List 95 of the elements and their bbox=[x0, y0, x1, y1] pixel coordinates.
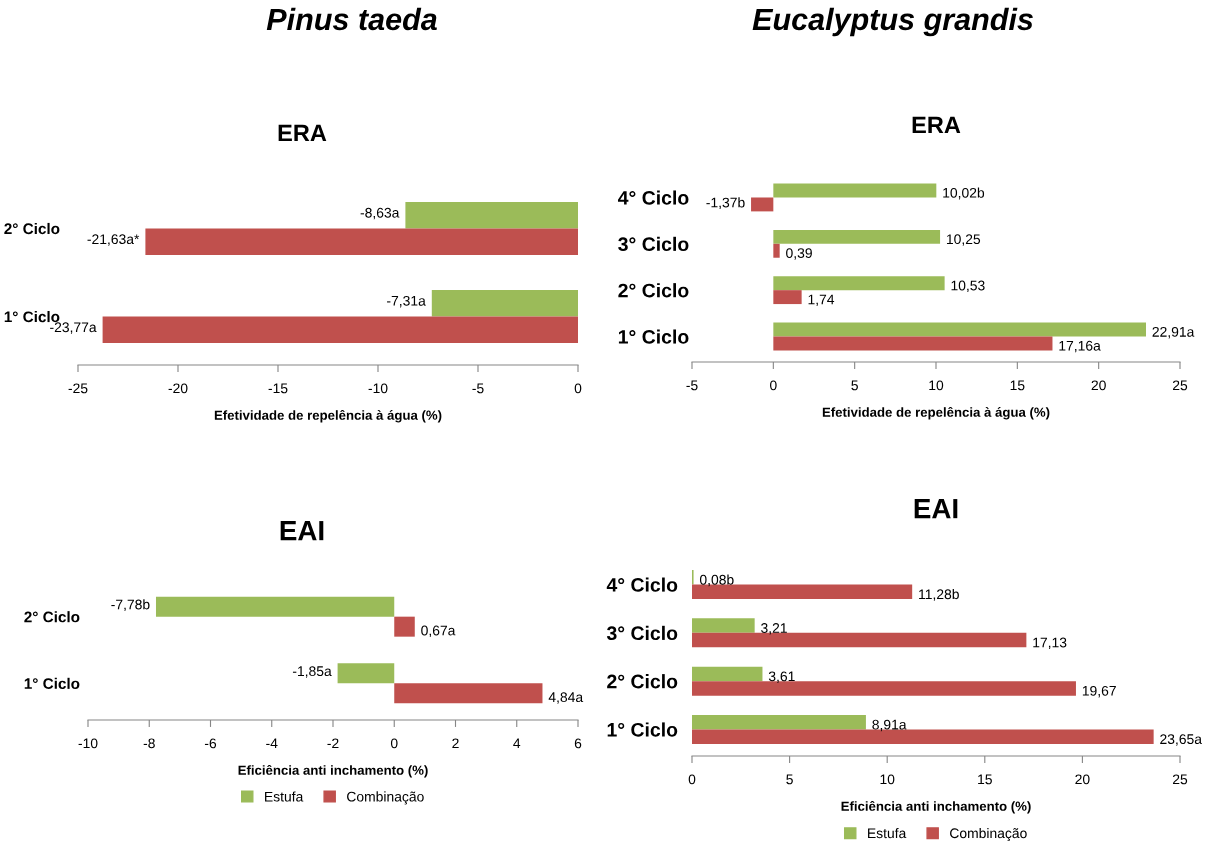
x-tick-label: 2 bbox=[452, 738, 459, 749]
bar bbox=[394, 683, 543, 704]
x-tick-label: 0 bbox=[770, 380, 777, 391]
x-tick-label: -20 bbox=[168, 383, 188, 394]
data-label: -1,37b bbox=[706, 197, 745, 210]
chart-title: EAI bbox=[914, 499, 958, 519]
x-tick-label: 25 bbox=[1172, 774, 1188, 785]
chart-title: EAI bbox=[280, 521, 324, 541]
x-tick-label: -25 bbox=[68, 383, 88, 394]
data-label: 19,67 bbox=[1082, 685, 1116, 698]
x-tick-label: 5 bbox=[851, 380, 858, 391]
legend-label: Combinação bbox=[950, 827, 1027, 841]
x-tick-label: -4 bbox=[266, 738, 278, 749]
x-tick-label: 5 bbox=[786, 774, 793, 785]
data-label: -7,78b bbox=[111, 599, 150, 612]
data-label: 4,84a bbox=[548, 692, 584, 704]
x-tick-label: 25 bbox=[1172, 380, 1188, 391]
y-tick-label: 2° Ciclo bbox=[618, 283, 689, 298]
y-tick-label: 1° Ciclo bbox=[607, 722, 678, 737]
data-label: 3,21 bbox=[761, 623, 787, 635]
data-label: 3,61 bbox=[768, 671, 795, 683]
x-tick-label: 0 bbox=[574, 383, 582, 394]
bar bbox=[692, 666, 763, 682]
x-axis-title: Efetividade de repelência à água (%) bbox=[214, 409, 442, 423]
y-tick-label: 1° Ciclo bbox=[4, 311, 60, 323]
x-tick-label: -2 bbox=[327, 738, 339, 749]
data-label: 10,53 bbox=[951, 280, 985, 293]
data-label: 17,13 bbox=[1033, 637, 1067, 650]
data-label: 11,28b bbox=[919, 588, 959, 601]
x-axis-title: Efetividade de repelência à água (%) bbox=[822, 406, 1050, 420]
legend-label: Combinação bbox=[347, 791, 424, 805]
y-tick-label: 2° Ciclo bbox=[24, 611, 80, 623]
bar bbox=[337, 663, 395, 684]
y-tick-label: 2° Ciclo bbox=[4, 222, 60, 235]
x-tick-label: -5 bbox=[472, 383, 484, 394]
x-tick-label: 4 bbox=[513, 738, 521, 749]
x-tick-label: 6 bbox=[574, 738, 582, 749]
y-tick-label: 4° Ciclo bbox=[606, 577, 678, 592]
legend-label: Estufa bbox=[868, 827, 907, 839]
x-tick-label: -5 bbox=[686, 380, 698, 391]
bar bbox=[773, 322, 1146, 337]
x-axis-title: Eficiência anti inchamento (%) bbox=[238, 764, 428, 778]
data-label: 8,91a bbox=[872, 719, 907, 732]
x-tick-label: -15 bbox=[268, 383, 288, 394]
data-label: 22,91a bbox=[1152, 326, 1195, 339]
chart-title: ERA bbox=[912, 116, 961, 134]
data-label: 0,67a bbox=[421, 625, 456, 638]
chart-subtitle: Pinus taeda bbox=[266, 7, 437, 31]
data-label: -23,77a bbox=[50, 322, 97, 334]
data-label: 0,08b bbox=[699, 574, 734, 587]
data-label: 10,02b bbox=[943, 187, 985, 200]
y-tick-label: 4° Ciclo bbox=[617, 190, 689, 205]
x-tick-label: 15 bbox=[978, 774, 992, 785]
legend-label: Estufa bbox=[265, 791, 304, 802]
x-tick-label: 0 bbox=[688, 774, 696, 785]
x-tick-label: 0 bbox=[390, 738, 398, 749]
bar bbox=[394, 616, 415, 637]
bar bbox=[155, 596, 395, 617]
x-tick-label: 15 bbox=[1010, 380, 1025, 391]
y-tick-label: 1° Ciclo bbox=[24, 677, 80, 690]
y-tick-label: 3° Ciclo bbox=[618, 236, 689, 252]
data-label: 1,74 bbox=[808, 294, 835, 306]
y-tick-label: 3° Ciclo bbox=[606, 625, 678, 641]
y-tick-label: 1° Ciclo bbox=[618, 329, 689, 344]
chart-subtitle: Eucalyptus grandis bbox=[752, 7, 1033, 37]
bar bbox=[773, 229, 941, 244]
x-tick-label: 20 bbox=[1075, 774, 1090, 785]
data-label: 0,39 bbox=[786, 248, 812, 260]
bar bbox=[773, 290, 802, 305]
bar bbox=[692, 618, 755, 633]
bar bbox=[692, 714, 866, 730]
x-tick-label: 10 bbox=[929, 380, 944, 391]
x-tick-label: 10 bbox=[880, 774, 895, 785]
data-label: 10,25 bbox=[946, 234, 981, 246]
x-tick-label: -10 bbox=[78, 738, 98, 749]
bar bbox=[773, 276, 945, 291]
y-tick-label: 2° Ciclo bbox=[607, 674, 678, 689]
data-label: 17,16a bbox=[1059, 340, 1101, 353]
data-label: -7,31a bbox=[387, 295, 426, 308]
data-label: 23,65a bbox=[1160, 734, 1202, 746]
x-tick-label: -10 bbox=[368, 383, 388, 394]
x-tick-label: -6 bbox=[204, 738, 217, 749]
bar bbox=[773, 336, 1053, 351]
bar bbox=[692, 681, 1076, 696]
x-tick-label: -8 bbox=[143, 738, 155, 749]
bar bbox=[773, 243, 780, 258]
bar bbox=[751, 197, 774, 212]
x-tick-label: 20 bbox=[1091, 380, 1106, 391]
chart-title: ERA bbox=[278, 124, 327, 142]
data-label: -1,85a bbox=[292, 666, 332, 678]
data-label: -8,63a bbox=[360, 207, 400, 220]
bar bbox=[773, 183, 937, 198]
x-axis-title: Eficiência anti inchamento (%) bbox=[841, 800, 1031, 814]
data-label: -21,63a* bbox=[87, 234, 140, 246]
bar bbox=[692, 584, 913, 600]
